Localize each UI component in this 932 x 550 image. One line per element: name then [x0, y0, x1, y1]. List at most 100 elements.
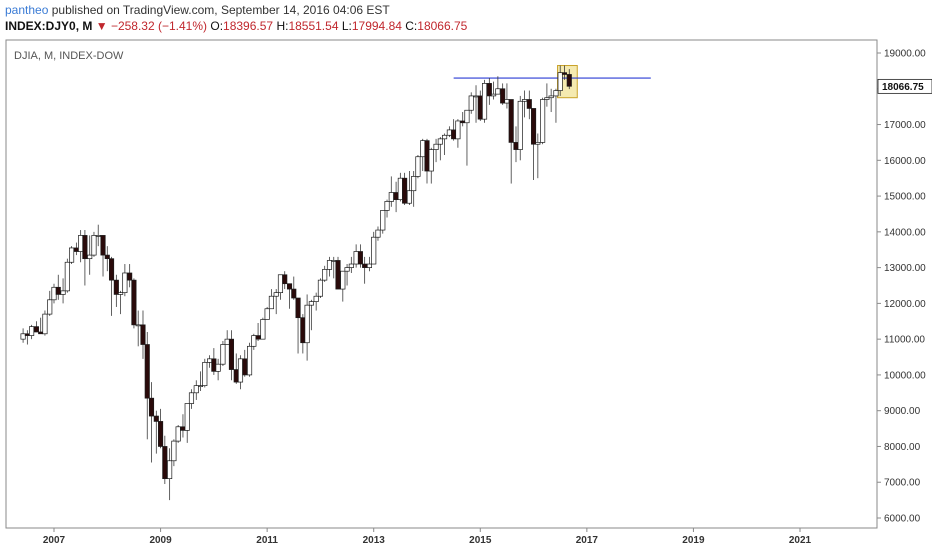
candle-body [300, 317, 306, 344]
candle [64, 258, 70, 293]
candle [353, 244, 359, 268]
candle-body [322, 269, 328, 281]
candle-body [473, 95, 479, 98]
candle-body [277, 274, 284, 294]
candle [486, 78, 492, 105]
y-tick-label: 7000.00 [884, 478, 921, 489]
candle [406, 171, 412, 206]
candle [233, 353, 239, 384]
candle-body [455, 120, 461, 140]
candle-body [446, 129, 452, 136]
candle-body [468, 95, 474, 111]
candle [131, 278, 137, 329]
price-axis[interactable]: 19000.0018000.0017000.0016000.0015000.00… [877, 49, 926, 525]
candle [211, 348, 217, 375]
candle-body [411, 176, 417, 192]
candle [326, 256, 333, 277]
candle-body [433, 143, 439, 150]
candle-body [122, 272, 128, 294]
last-price-marker: 18066.75 [877, 78, 932, 94]
candle-body [188, 392, 195, 404]
candle [357, 244, 363, 268]
candle [433, 138, 439, 163]
last-price-label: 18066.75 [882, 82, 924, 93]
candle-body [357, 251, 363, 265]
candle [544, 83, 550, 107]
x-tick-label: 2019 [682, 535, 705, 546]
candle [113, 274, 119, 307]
x-tick-label: 2017 [576, 535, 599, 546]
candle-body [38, 331, 44, 335]
publish-text: published on TradingView.com, September … [51, 3, 390, 17]
candle [504, 83, 510, 109]
candle [491, 81, 497, 100]
candle [526, 90, 532, 120]
candle [553, 88, 559, 123]
last-price-box [877, 78, 932, 94]
candle-body [451, 129, 457, 140]
candle-body [91, 235, 97, 256]
candle [388, 176, 394, 207]
candle-body [486, 83, 492, 97]
candle [180, 414, 186, 438]
candle [397, 172, 403, 202]
candle-body [242, 358, 248, 376]
author-link[interactable]: pantheo [5, 3, 49, 17]
candle-body [540, 99, 546, 143]
candle-body [251, 335, 257, 347]
candle-body [548, 95, 554, 99]
candle [264, 306, 270, 320]
candle [402, 172, 408, 206]
candle-body [313, 295, 319, 302]
time-axis[interactable]: 2007 2009 2011 2013 2015 2017 2019 2021 [43, 528, 812, 546]
x-tick-label: 2021 [789, 535, 812, 546]
candle-body [424, 140, 430, 172]
candle-body [180, 426, 186, 431]
candle-body [127, 272, 133, 281]
candle-body [264, 308, 270, 320]
candle-body [491, 93, 497, 97]
candle-body [73, 247, 79, 252]
candle [162, 435, 168, 485]
candle-body [531, 108, 537, 145]
candle-body [144, 344, 150, 399]
candle-body [535, 142, 541, 145]
candle-body [135, 324, 141, 327]
candle-body [495, 88, 501, 95]
candle-body [148, 397, 155, 417]
candle-body [375, 229, 381, 238]
candle [228, 330, 234, 381]
candle-body [566, 74, 572, 87]
candle [140, 310, 146, 359]
candle-body [406, 190, 412, 204]
candle [424, 138, 430, 184]
candle-body [255, 335, 261, 340]
candle-body [348, 263, 354, 268]
y-tick-label: 16000.00 [884, 156, 926, 167]
candle-body [344, 267, 350, 272]
candle [242, 349, 248, 377]
candle-body [64, 261, 70, 292]
candle-body [371, 236, 377, 265]
candle [371, 231, 377, 265]
candle-body [331, 260, 337, 262]
candle [566, 69, 572, 90]
candle-body [308, 301, 314, 306]
candle [460, 112, 466, 127]
candle [148, 382, 155, 463]
candle-body [304, 304, 310, 344]
high-value: 18551.54 [288, 19, 339, 33]
y-tick-label: 6000.00 [884, 514, 921, 525]
candle-body [415, 156, 421, 177]
y-tick-label: 19000.00 [884, 49, 926, 60]
publish-info: pantheo published on TradingView.com, Se… [5, 3, 390, 17]
candle [127, 264, 133, 288]
candle [277, 274, 284, 300]
candle-body [100, 235, 106, 256]
candle [197, 371, 204, 392]
candle [188, 389, 195, 409]
candle [531, 108, 537, 180]
candle-body [60, 290, 66, 295]
candle-body [104, 254, 110, 260]
